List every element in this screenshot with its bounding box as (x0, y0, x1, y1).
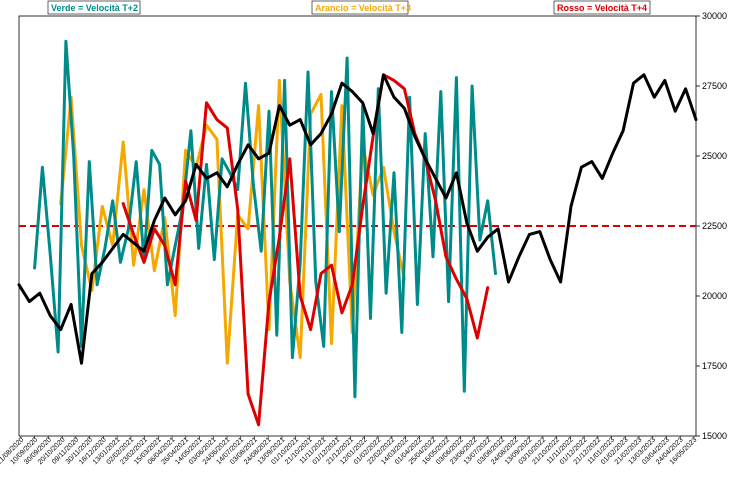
legend-label: Arancio = Velocità T+3 (315, 3, 411, 13)
y-tick-label: 30000 (702, 11, 727, 21)
legend-box (311, 0, 409, 15)
legend-label: Verde = Velocità T+2 (51, 3, 138, 13)
y-tick-label: 25000 (702, 151, 727, 161)
y-tick-label: 17500 (702, 361, 727, 371)
legend-item-2: Rosso = Velocità T+4 (553, 0, 651, 15)
legend-item-1: Arancio = Velocità T+3 (311, 0, 411, 15)
y-tick-label: 27500 (702, 81, 727, 91)
series-line-2 (59, 78, 406, 365)
legend-box (47, 0, 141, 15)
legend: Verde = Velocità T+2 Arancio = Velocità T… (47, 0, 651, 15)
y-axis: 30000 27500 25000 22500 20000 17500 15000 (696, 11, 727, 441)
series-line-0 (17, 73, 698, 365)
legend-box (553, 0, 651, 15)
series-line-3 (121, 73, 490, 427)
legend-item-0: Verde = Velocità T+2 (47, 0, 141, 15)
y-tick-label: 20000 (702, 291, 727, 301)
series-line-1 (33, 39, 497, 399)
series-layer (17, 39, 698, 427)
y-tick-label: 15000 (702, 431, 727, 441)
y-tick-label: 22500 (702, 221, 727, 231)
legend-label: Rosso = Velocità T+4 (557, 3, 647, 13)
